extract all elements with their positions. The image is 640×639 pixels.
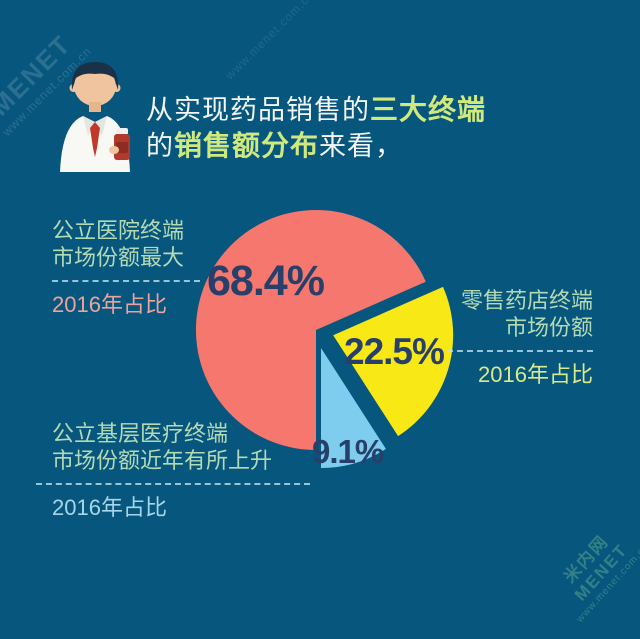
dashed-divider <box>447 350 593 352</box>
annotation-caption: 2016年占比 <box>478 362 593 387</box>
title-highlight-terminals: 三大终端 <box>370 94 487 125</box>
pie-slice-retail-pharmacy <box>333 286 454 437</box>
annotation-name: 零售药店终端 <box>460 288 593 313</box>
annotation-note: 市场份额最大 <box>52 245 185 270</box>
page-title: 从实现药品销售的三大终端 的销售额分布来看， <box>146 92 486 164</box>
annotation-caption: 2016年占比 <box>52 292 167 317</box>
annotation-retail-pharmacy: 零售药店终端 市场份额 2016年占比 <box>443 287 593 388</box>
title-text: 从实现药品销售的 <box>146 95 370 125</box>
title-text: 的 <box>146 131 174 161</box>
bottle-cap <box>116 128 128 135</box>
pharmacist-icon <box>60 62 130 172</box>
annotation-note: 市场份额近年有所上升 <box>52 448 273 473</box>
annotation-note: 市场份额 <box>504 315 593 340</box>
annotation-public-hospital: 公立医院终端 市场份额最大 2016年占比 <box>52 217 212 318</box>
dashed-divider <box>52 280 200 282</box>
title-line-1: 从实现药品销售的三大终端 <box>146 92 486 128</box>
annotation-name: 公立医院终端 <box>52 218 185 243</box>
annotation-grassroots-medical: 公立基层医疗终端 市场份额近年有所上升 2016年占比 <box>36 420 322 521</box>
pct-label-retail-pharmacy: 22.5% <box>344 331 445 372</box>
pct-label-public-hospital: 68.4% <box>207 257 325 305</box>
annotation-caption: 2016年占比 <box>52 495 167 520</box>
dashed-divider <box>36 483 310 485</box>
title-line-2: 的销售额分布来看， <box>146 128 486 164</box>
title-text: 来看， <box>319 131 404 161</box>
annotation-name: 公立基层医疗终端 <box>52 421 229 446</box>
pie-slice-public-hospital <box>195 210 426 451</box>
pie-slice-grassroots-medical <box>321 348 386 468</box>
title-highlight-sales: 销售额分布 <box>174 130 320 161</box>
pct-label-grassroots-medical: 9.1% <box>312 433 384 470</box>
